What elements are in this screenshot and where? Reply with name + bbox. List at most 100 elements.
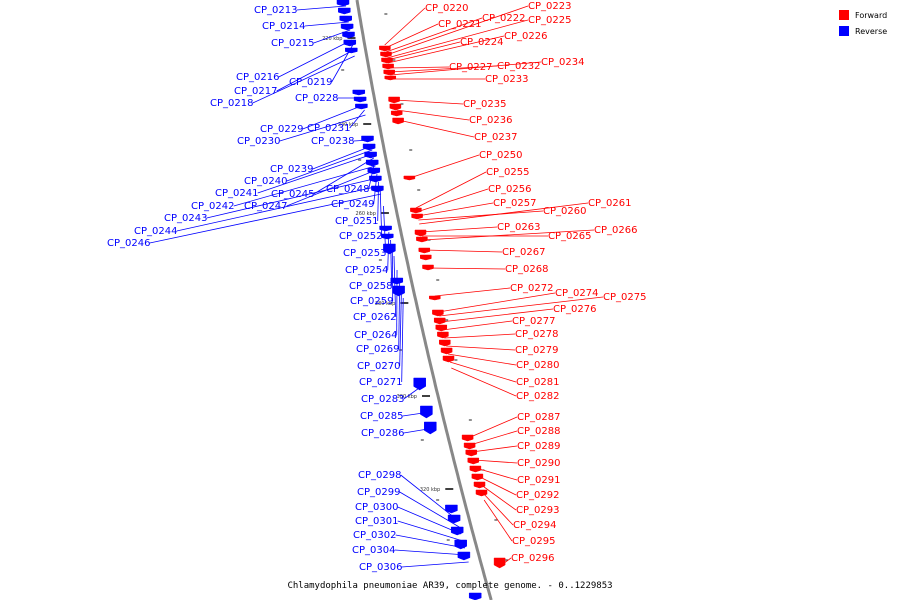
reverse-gene (361, 135, 374, 143)
forward-gene (410, 207, 422, 214)
gene-label: CP_0214 (262, 21, 305, 32)
gene-label: CP_0255 (486, 167, 529, 178)
gene-label: CP_0240 (244, 176, 287, 187)
gene-label: CP_0231 (307, 123, 350, 134)
gene-label: CP_0271 (359, 377, 402, 388)
label-leader (394, 549, 467, 556)
label-leader (418, 210, 544, 221)
gene-label: CP_0237 (474, 132, 517, 143)
gene-label: CP_0217 (234, 86, 277, 97)
gene-label: CP_0265 (548, 231, 591, 242)
label-leader (415, 171, 487, 209)
legend-swatch-forward (839, 10, 849, 20)
reverse-gene (343, 39, 357, 47)
reverse-gene (420, 405, 433, 419)
gene-label: CP_0235 (463, 99, 506, 110)
gene-label: CP_0272 (510, 283, 553, 294)
label-leader (481, 491, 514, 526)
gene-label: CP_0260 (543, 206, 586, 217)
gene-label: CP_0283 (361, 394, 404, 405)
gene-label: CP_0216 (236, 72, 279, 83)
forward-gene (433, 317, 446, 325)
label-leader (442, 320, 513, 331)
label-leader (419, 202, 589, 225)
gene-label: CP_0278 (515, 329, 558, 340)
label-leader (386, 5, 529, 56)
scale-tick-label: 240 kbp (338, 122, 358, 128)
gene-label: CP_0218 (210, 98, 253, 109)
scale-tick-label: 320 kbp (420, 487, 440, 493)
forward-gene (461, 434, 474, 442)
gene-label: CP_0215 (271, 38, 314, 49)
gene-label: CP_0227 (449, 62, 492, 73)
gene-label: CP_0256 (488, 184, 531, 195)
gene-label: CP_0219 (289, 77, 332, 88)
label-leader (444, 333, 516, 339)
forward-gene (467, 457, 480, 465)
gene-features (336, 0, 506, 600)
gene-label: CP_0234 (541, 57, 584, 68)
gene-label: CP_0225 (528, 15, 571, 26)
forward-gene (493, 557, 506, 569)
reverse-gene (381, 233, 394, 240)
reverse-gene (447, 514, 461, 524)
forward-gene (469, 465, 482, 473)
gene-label: CP_0242 (191, 201, 234, 212)
gene-label: CP_0304 (352, 545, 395, 556)
reverse-gene (379, 225, 392, 232)
gene-label: CP_0290 (517, 458, 560, 469)
gene-label: CP_0232 (497, 61, 540, 72)
reverse-gene (340, 23, 354, 31)
gene-label: CP_0269 (356, 344, 399, 355)
label-leader (401, 561, 469, 568)
label-leader (206, 177, 378, 219)
label-leader (176, 185, 380, 232)
gene-label: CP_0267 (502, 247, 545, 258)
label-leader (399, 289, 402, 367)
gene-label: CP_0293 (516, 505, 559, 516)
forward-gene (383, 69, 395, 76)
gene-label: CP_0233 (485, 74, 528, 85)
forward-gene (382, 63, 394, 70)
label-leader (278, 39, 353, 78)
reverse-gene (339, 15, 352, 23)
gene-label: CP_0226 (504, 31, 547, 42)
gene-label: CP_0258 (349, 281, 392, 292)
label-leader (149, 193, 382, 244)
reverse-gene (383, 243, 396, 255)
gene-label: CP_0247 (244, 201, 287, 212)
forward-gene (471, 473, 484, 481)
gene-label: CP_0230 (237, 136, 280, 147)
gene-label: CP_0300 (355, 502, 398, 513)
reverse-gene (413, 377, 426, 391)
gene-label: CP_0274 (555, 288, 598, 299)
legend: Forward Reverse (839, 10, 887, 36)
gene-label: CP_0241 (215, 188, 258, 199)
gene-label: CP_0262 (353, 312, 396, 323)
reverse-gene (371, 185, 384, 193)
gene-label: CP_0244 (134, 226, 177, 237)
gene-label: CP_0287 (517, 412, 560, 423)
gene-label: CP_0213 (254, 5, 297, 16)
gene-label: CP_0238 (311, 136, 354, 147)
gene-label: CP_0229 (260, 124, 303, 135)
forward-gene (392, 117, 404, 125)
label-leader (416, 188, 489, 213)
gene-label: CP_0220 (425, 3, 468, 14)
reverse-gene (454, 539, 467, 550)
label-leader (388, 66, 450, 69)
label-leader (385, 17, 483, 53)
legend-label-reverse: Reverse (855, 27, 887, 36)
gene-label: CP_0298 (358, 470, 401, 481)
legend-swatch-reverse (839, 26, 849, 36)
gene-label: CP_0261 (588, 198, 631, 209)
reverse-gene (355, 103, 368, 110)
gene-label: CP_0289 (517, 441, 560, 452)
label-leader (483, 499, 513, 542)
label-leader (395, 534, 465, 549)
legend-label-forward: Forward (855, 11, 887, 20)
label-leader (401, 297, 404, 383)
label-leader (387, 41, 461, 61)
reverse-gene (367, 167, 381, 175)
label-leader (428, 267, 506, 270)
